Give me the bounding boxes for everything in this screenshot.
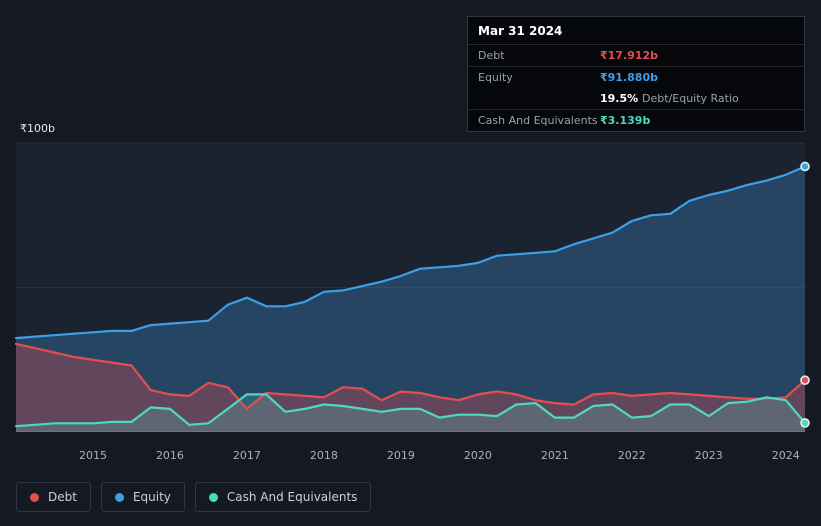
tooltip-cash-label: Cash And Equivalents: [478, 114, 598, 127]
x-tick-label: 2017: [232, 449, 261, 462]
tooltip-debt-value: ₹17.912b: [600, 49, 658, 62]
legend-item-cash[interactable]: Cash And Equivalents: [194, 482, 372, 512]
x-axis: 2015 2016 2017 2018 2019 2020 2021 2022 2023 2024: [16, 449, 805, 465]
tooltip-cash-row: Cash And Equivalents ₹3.139b: [468, 110, 804, 131]
legend-debt-label: Debt: [48, 490, 77, 504]
tooltip-ratio-row: 19.5% Debt/Equity Ratio: [468, 88, 804, 110]
chart-plot-area[interactable]: [14, 142, 810, 432]
tooltip-ratio-label: Debt/Equity Ratio: [642, 92, 739, 105]
tooltip-cash-value: ₹3.139b: [600, 114, 651, 127]
tooltip-debt-row: Debt ₹17.912b: [468, 45, 804, 67]
x-tick-label: 2019: [386, 449, 415, 462]
x-tick-label: 2020: [463, 449, 492, 462]
x-tick-label: 2021: [540, 449, 569, 462]
chart-tooltip: Mar 31 2024 Debt ₹17.912b Equity ₹91.880…: [467, 16, 805, 132]
tooltip-debt-label: Debt: [478, 49, 505, 62]
x-tick-label: 2016: [155, 449, 184, 462]
y-axis-label-max: ₹100b: [20, 122, 55, 135]
legend-item-debt[interactable]: Debt: [16, 482, 91, 512]
cash-dot-icon: [208, 492, 218, 502]
equity-dot-icon: [114, 492, 124, 502]
x-tick-label: 2024: [771, 449, 800, 462]
chart-canvas: [14, 142, 810, 432]
tooltip-ratio-percent: 19.5%: [600, 92, 639, 105]
x-tick-label: 2023: [694, 449, 723, 462]
chart-legend: Debt Equity Cash And Equivalents: [16, 482, 372, 512]
tooltip-ratio-value: 19.5% Debt/Equity Ratio: [600, 92, 739, 105]
x-tick-label: 2022: [617, 449, 646, 462]
legend-equity-label: Equity: [132, 490, 171, 504]
tooltip-equity-row: Equity ₹91.880b: [468, 67, 804, 88]
tooltip-equity-value: ₹91.880b: [600, 71, 658, 84]
debt-dot-icon: [30, 492, 39, 502]
legend-cash-label: Cash And Equivalents: [226, 490, 358, 504]
tooltip-equity-label: Equity: [478, 71, 513, 84]
tooltip-date: Mar 31 2024: [468, 17, 804, 45]
legend-item-equity[interactable]: Equity: [100, 482, 185, 512]
x-tick-label: 2015: [78, 449, 107, 462]
x-tick-label: 2018: [309, 449, 338, 462]
